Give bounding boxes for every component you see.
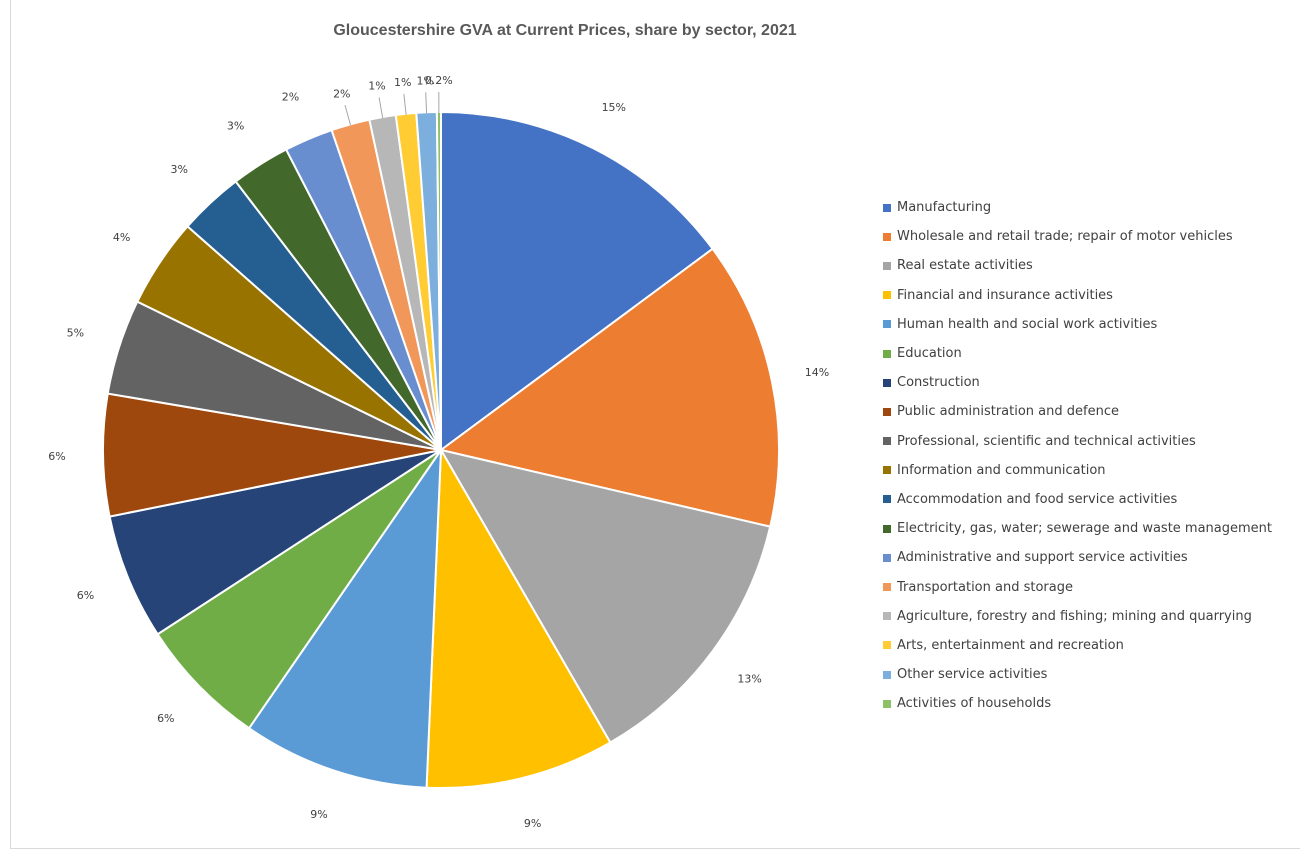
legend-item-financial-and-insurance-activities: Financial and insurance activities <box>883 281 1272 310</box>
data-label-accommodation-and-food-service-activities: 3% <box>170 163 187 176</box>
legend-item-information-and-communication: Information and communication <box>883 456 1272 485</box>
pie-slice-financial-and-insurance-activities <box>425 446 612 789</box>
legend-item-transportation-and-storage: Transportation and storage <box>883 572 1272 601</box>
legend-item-activities-of-households: Activities of households <box>883 689 1272 718</box>
legend-label: Information and communication <box>897 462 1106 478</box>
leader-line-transportation-and-storage <box>344 104 352 126</box>
legend-item-public-administration-and-defence: Public administration and defence <box>883 397 1272 426</box>
data-label-manufacturing: 15% <box>602 101 626 114</box>
legend-swatch <box>883 699 891 708</box>
legend-label: Human health and social work activities <box>897 316 1158 332</box>
legend-item-human-health-and-social-work-activities: Human health and social work activities <box>883 310 1272 339</box>
data-label-real-estate-activities: 13% <box>737 673 761 686</box>
leader-line-agriculture-forestry-and-fishing-mining-and-quarrying <box>378 97 384 119</box>
data-label-electricity-gas-water-sewerage-and-waste-management: 3% <box>227 120 244 133</box>
data-label-arts-entertainment-and-recreation: 1% <box>394 76 411 89</box>
legend-swatch <box>883 437 891 446</box>
legend-item-real-estate-activities: Real estate activities <box>883 251 1272 280</box>
legend-label: Real estate activities <box>897 258 1033 274</box>
pie-slice-construction <box>108 449 442 636</box>
chart-title: Gloucestershire GVA at Current Prices, s… <box>333 22 797 39</box>
data-label-human-health-and-social-work-activities: 9% <box>310 808 327 821</box>
legend-swatch <box>883 583 891 592</box>
legend-item-administrative-and-support-service-activities: Administrative and support service activ… <box>883 543 1272 572</box>
legend-item-wholesale-and-retail-trade-repair-of-motor-vehicles: Wholesale and retail trade; repair of mo… <box>883 222 1272 251</box>
legend-label: Arts, entertainment and recreation <box>897 637 1124 653</box>
legend-swatch <box>883 320 891 329</box>
legend-item-agriculture-forestry-and-fishing-mining-and-quarrying: Agriculture, forestry and fishing; minin… <box>883 602 1272 631</box>
legend-swatch <box>883 670 891 679</box>
legend-label: Public administration and defence <box>897 404 1119 420</box>
legend-label: Administrative and support service activ… <box>897 550 1188 566</box>
legend-item-construction: Construction <box>883 368 1272 397</box>
legend-swatch <box>883 203 891 212</box>
legend-swatch <box>883 407 891 416</box>
legend-label: Transportation and storage <box>897 579 1073 595</box>
data-label-transportation-and-storage: 2% <box>333 88 350 101</box>
legend-label: Activities of households <box>897 696 1052 712</box>
legend-label: Financial and insurance activities <box>897 287 1113 303</box>
leader-line-arts-entertainment-and-recreation <box>403 93 407 115</box>
data-label-education: 6% <box>157 712 174 725</box>
legend-label: Construction <box>897 375 980 391</box>
legend-label: Electricity, gas, water; sewerage and wa… <box>897 521 1273 537</box>
legend-swatch <box>883 466 891 475</box>
data-label-activities-of-households: 0.2% <box>425 74 453 87</box>
legend-item-education: Education <box>883 339 1272 368</box>
legend-swatch <box>883 378 891 387</box>
chart-frame <box>10 0 1300 849</box>
legend-label: Agriculture, forestry and fishing; minin… <box>897 608 1252 624</box>
legend-item-professional-scientific-and-technical-activities: Professional, scientific and technical a… <box>883 427 1272 456</box>
legend-swatch <box>883 291 891 300</box>
data-label-financial-and-insurance-activities: 9% <box>524 817 541 830</box>
data-label-professional-scientific-and-technical-activities: 5% <box>67 327 84 340</box>
legend-label: Other service activities <box>897 667 1048 683</box>
pie-slice-public-administration-and-defence <box>102 392 442 518</box>
legend-swatch <box>883 495 891 504</box>
legend-label: Professional, scientific and technical a… <box>897 433 1196 449</box>
legend-label: Education <box>897 346 962 362</box>
data-label-construction: 6% <box>77 589 94 602</box>
legend-swatch <box>883 349 891 358</box>
legend-item-manufacturing: Manufacturing <box>883 193 1272 222</box>
legend-label: Wholesale and retail trade; repair of mo… <box>897 229 1233 245</box>
data-label-agriculture-forestry-and-fishing-mining-and-quarrying: 1% <box>368 80 385 93</box>
legend-label: Manufacturing <box>897 200 992 216</box>
legend-swatch <box>883 612 891 621</box>
chart-legend: Manufacturing Wholesale and retail trade;… <box>883 193 1272 718</box>
pie-slice-education <box>156 449 442 730</box>
data-label-public-administration-and-defence: 6% <box>48 450 65 463</box>
legend-item-arts-entertainment-and-recreation: Arts, entertainment and recreation <box>883 631 1272 660</box>
pie-slice-real-estate-activities <box>438 448 772 744</box>
legend-swatch <box>883 553 891 562</box>
legend-swatch <box>883 232 891 241</box>
legend-item-other-service-activities: Other service activities <box>883 660 1272 689</box>
data-label-information-and-communication: 4% <box>113 231 130 244</box>
legend-label: Accommodation and food service activitie… <box>897 491 1178 507</box>
leader-line-other-service-activities <box>425 92 428 114</box>
data-label-wholesale-and-retail-trade-repair-of-motor-vehicles: 14% <box>805 366 829 379</box>
legend-item-electricity-gas-water-sewerage-and-waste-management: Electricity, gas, water; sewerage and wa… <box>883 514 1272 543</box>
data-label-administrative-and-support-service-activities: 2% <box>282 91 299 104</box>
pie-slice-human-health-and-social-work-activities <box>247 446 443 789</box>
legend-item-accommodation-and-food-service-activities: Accommodation and food service activitie… <box>883 485 1272 514</box>
legend-swatch <box>883 261 891 270</box>
pie-slice-wholesale-and-retail-trade-repair-of-motor-vehicles <box>438 247 780 528</box>
pie-slice-manufacturing <box>440 110 715 452</box>
legend-swatch <box>883 641 891 650</box>
legend-swatch <box>883 524 891 533</box>
data-label-other-service-activities: 1% <box>416 74 433 87</box>
